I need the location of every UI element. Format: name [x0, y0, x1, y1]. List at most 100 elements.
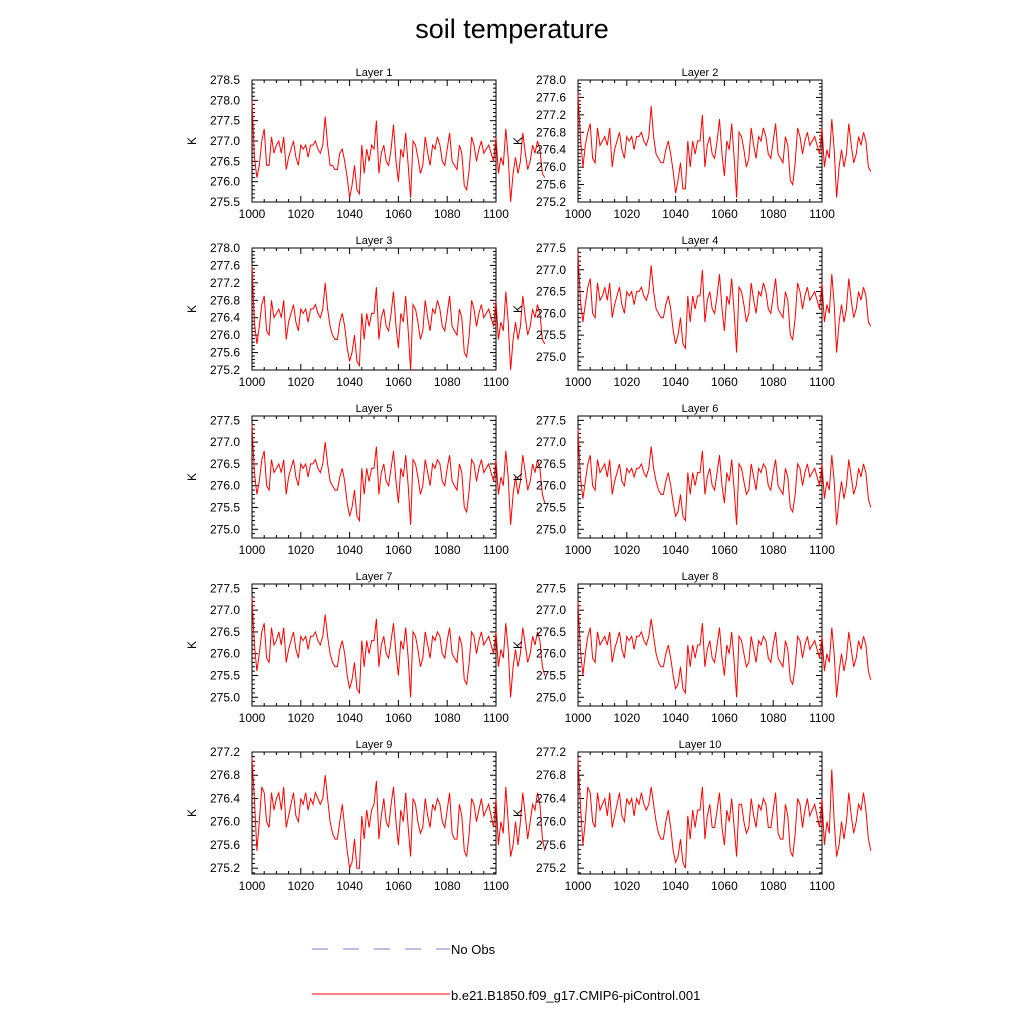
series-line-layer-4 — [577, 252, 872, 353]
y-axis-label-layer-6: K — [511, 473, 525, 481]
y-tick-label-layer-8: 276.0 — [536, 647, 566, 661]
y-tick-label-layer-8: 276.5 — [536, 625, 566, 639]
x-tick-label-layer-1: 1000 — [239, 207, 266, 221]
legend-line-model — [312, 993, 450, 995]
y-tick-label-layer-7: 275.0 — [210, 690, 240, 704]
y-tick-label-layer-2: 276.4 — [536, 143, 566, 157]
plot-frame-layer-9 — [251, 751, 497, 875]
series-line-layer-10 — [577, 757, 872, 869]
y-tick-label-layer-9: 275.6 — [210, 838, 240, 852]
y-tick-label-layer-6: 276.5 — [536, 457, 566, 471]
y-tick-label-layer-7: 277.0 — [210, 603, 240, 617]
y-tick-label-layer-2: 275.6 — [536, 178, 566, 192]
panel-title-layer-3: Layer 3 — [356, 235, 393, 247]
y-tick-label-layer-9: 276.8 — [210, 768, 240, 782]
x-tick-label-layer-6: 1060 — [711, 543, 738, 557]
y-tick-label-layer-2: 276.8 — [536, 125, 566, 139]
x-tick-label-layer-8: 1020 — [613, 711, 640, 725]
x-tick-label-layer-2: 1040 — [662, 207, 689, 221]
x-tick-label-layer-3: 1020 — [287, 375, 314, 389]
x-tick-label-layer-7: 1000 — [239, 711, 266, 725]
y-tick-label-layer-7: 277.5 — [210, 581, 240, 595]
y-tick-label-layer-7: 276.0 — [210, 647, 240, 661]
panel-title-layer-1: Layer 1 — [356, 67, 393, 79]
y-tick-label-layer-3: 277.6 — [210, 258, 240, 272]
x-tick-label-layer-4: 1000 — [565, 375, 592, 389]
x-tick-label-layer-3: 1080 — [434, 375, 461, 389]
legend-label-model: b.e21.B1850.f09_g17.CMIP6-piControl.001 — [451, 988, 701, 1003]
x-tick-label-layer-6: 1000 — [565, 543, 592, 557]
x-tick-label-layer-5: 1020 — [287, 543, 314, 557]
x-tick-label-layer-9: 1020 — [287, 879, 314, 893]
plot-frame-layer-4 — [577, 247, 823, 371]
x-tick-label-layer-9: 1080 — [434, 879, 461, 893]
y-tick-label-layer-4: 277.5 — [536, 241, 566, 255]
y-tick-label-layer-4: 276.0 — [536, 306, 566, 320]
y-tick-label-layer-5: 276.5 — [210, 457, 240, 471]
x-tick-label-layer-3: 1000 — [239, 375, 266, 389]
series-line-layer-1 — [251, 100, 546, 203]
series-line-layer-8 — [577, 601, 872, 698]
y-tick-label-layer-1: 277.5 — [210, 114, 240, 128]
y-tick-label-layer-1: 276.5 — [210, 154, 240, 168]
x-tick-label-layer-8: 1080 — [760, 711, 787, 725]
x-tick-label-layer-5: 1000 — [239, 543, 266, 557]
y-tick-label-layer-6: 275.0 — [536, 522, 566, 536]
y-tick-label-layer-3: 276.4 — [210, 311, 240, 325]
panel-title-layer-5: Layer 5 — [356, 403, 393, 415]
y-tick-label-layer-10: 275.6 — [536, 838, 566, 852]
y-axis-label-layer-7: K — [185, 641, 199, 649]
x-tick-label-layer-5: 1040 — [336, 543, 363, 557]
series-line-layer-6 — [577, 429, 872, 525]
x-tick-label-layer-1: 1060 — [385, 207, 412, 221]
y-tick-label-layer-8: 277.0 — [536, 603, 566, 617]
x-tick-label-layer-1: 1080 — [434, 207, 461, 221]
series-line-layer-7 — [251, 597, 546, 698]
y-tick-label-layer-4: 276.5 — [536, 285, 566, 299]
x-tick-label-layer-7: 1080 — [434, 711, 461, 725]
y-tick-label-layer-1: 278.5 — [210, 73, 240, 87]
y-axis-label-layer-5: K — [185, 473, 199, 481]
x-tick-label-layer-10: 1020 — [613, 879, 640, 893]
y-tick-label-layer-1: 278.0 — [210, 93, 240, 107]
plot-frame-layer-6 — [577, 415, 823, 539]
x-tick-label-layer-7: 1040 — [336, 711, 363, 725]
x-tick-label-layer-2: 1100 — [809, 207, 835, 221]
x-tick-label-layer-10: 1100 — [809, 879, 835, 893]
x-tick-label-layer-4: 1040 — [662, 375, 689, 389]
x-tick-label-layer-1: 1040 — [336, 207, 363, 221]
x-tick-label-layer-5: 1060 — [385, 543, 412, 557]
y-tick-label-layer-5: 275.5 — [210, 501, 240, 515]
y-tick-label-layer-10: 276.0 — [536, 815, 566, 829]
y-tick-label-layer-9: 275.2 — [210, 861, 240, 875]
y-tick-label-layer-3: 275.2 — [210, 363, 240, 377]
y-tick-label-layer-8: 275.0 — [536, 690, 566, 704]
x-tick-label-layer-7: 1100 — [483, 711, 509, 725]
y-axis-label-layer-8: K — [511, 641, 525, 649]
x-tick-label-layer-7: 1060 — [385, 711, 412, 725]
y-tick-label-layer-9: 276.4 — [210, 791, 240, 805]
y-tick-label-layer-4: 277.0 — [536, 263, 566, 277]
x-tick-label-layer-2: 1060 — [711, 207, 738, 221]
x-tick-label-layer-8: 1060 — [711, 711, 738, 725]
x-tick-label-layer-1: 1100 — [483, 207, 509, 221]
x-tick-label-layer-3: 1100 — [483, 375, 509, 389]
plot-frame-layer-7 — [251, 583, 497, 707]
x-tick-label-layer-9: 1000 — [239, 879, 266, 893]
y-tick-label-layer-9: 276.0 — [210, 815, 240, 829]
y-tick-label-layer-8: 277.5 — [536, 581, 566, 595]
panel-title-layer-4: Layer 4 — [682, 235, 719, 247]
series-line-layer-2 — [577, 93, 872, 198]
y-tick-label-layer-1: 275.5 — [210, 195, 240, 209]
x-tick-label-layer-8: 1100 — [809, 711, 835, 725]
x-tick-label-layer-9: 1060 — [385, 879, 412, 893]
y-tick-label-layer-6: 277.0 — [536, 435, 566, 449]
x-tick-label-layer-4: 1020 — [613, 375, 640, 389]
legend-label-no-obs: No Obs — [451, 942, 496, 957]
x-tick-label-layer-7: 1020 — [287, 711, 314, 725]
x-tick-label-layer-5: 1080 — [434, 543, 461, 557]
y-tick-label-layer-2: 277.2 — [536, 108, 566, 122]
panel-title-layer-8: Layer 8 — [682, 571, 719, 583]
plot-frame-layer-1 — [251, 79, 497, 203]
